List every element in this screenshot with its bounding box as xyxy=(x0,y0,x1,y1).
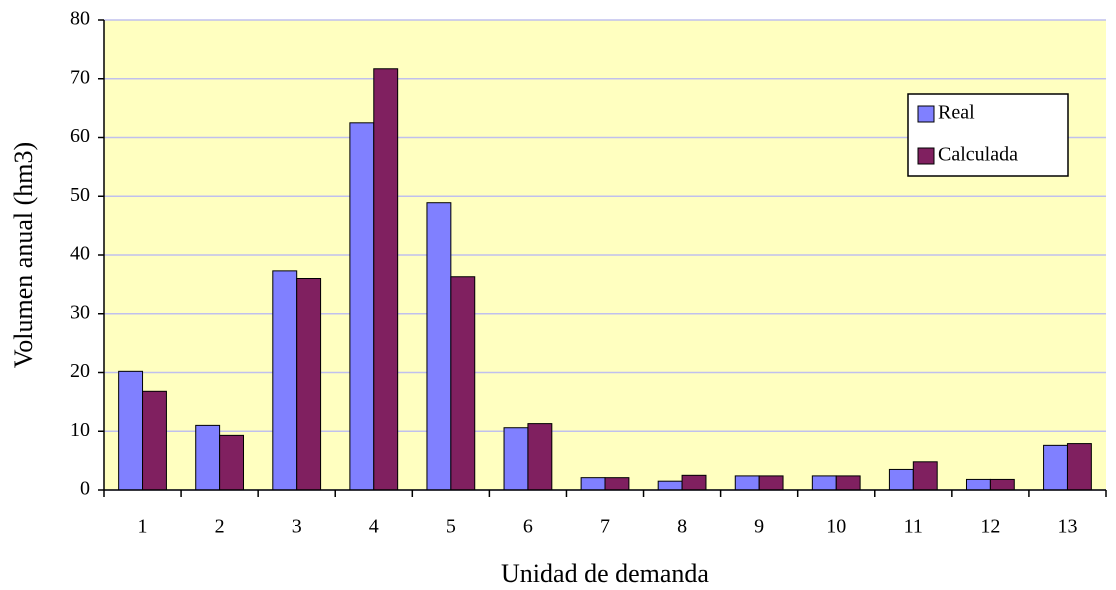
x-tick-label: 2 xyxy=(215,516,225,538)
bar xyxy=(888,468,914,491)
y-tick-label: 50 xyxy=(70,184,90,206)
bar xyxy=(195,424,221,491)
bar xyxy=(835,475,861,491)
bar xyxy=(965,478,991,491)
x-tick-label: 12 xyxy=(980,516,1000,538)
legend-label: Real xyxy=(938,102,975,124)
bar xyxy=(503,427,529,491)
bar xyxy=(758,475,784,491)
x-tick-label: 8 xyxy=(677,516,687,538)
bar xyxy=(527,423,553,491)
bar xyxy=(349,122,375,491)
bar xyxy=(1043,444,1068,491)
x-tick-label: 10 xyxy=(826,516,846,538)
y-axis-title: Volumen anual (hm3) xyxy=(9,142,38,368)
bar xyxy=(1066,443,1092,491)
legend-swatch xyxy=(917,105,935,123)
x-tick-label: 3 xyxy=(292,516,302,538)
x-tick-label: 6 xyxy=(523,516,533,538)
bar xyxy=(296,278,322,491)
bar xyxy=(811,475,837,491)
x-tick-label: 1 xyxy=(138,516,148,538)
legend-label: Calculada xyxy=(938,144,1018,166)
y-tick-label: 10 xyxy=(70,419,90,441)
y-tick-label: 70 xyxy=(70,66,90,88)
bar xyxy=(426,202,452,491)
bar xyxy=(219,434,245,491)
y-tick-label: 40 xyxy=(70,243,90,265)
legend-box xyxy=(907,93,1069,177)
legend-swatch xyxy=(917,147,935,165)
bar xyxy=(912,461,938,491)
x-tick-label: 13 xyxy=(1057,516,1077,538)
y-tick-label: 60 xyxy=(70,125,90,147)
y-tick-label: 0 xyxy=(80,478,90,500)
bar xyxy=(450,276,476,491)
x-tick-label: 7 xyxy=(600,516,610,538)
x-tick-label: 11 xyxy=(904,516,923,538)
x-tick-label: 9 xyxy=(754,516,764,538)
x-axis-title: Unidad de demanda xyxy=(501,559,709,588)
bar xyxy=(580,477,606,491)
bar xyxy=(734,475,760,491)
bar xyxy=(657,480,683,491)
x-tick-label: 4 xyxy=(369,516,379,538)
bar xyxy=(118,370,144,491)
bar xyxy=(989,478,1015,491)
bar xyxy=(142,390,167,491)
bar xyxy=(373,68,399,491)
y-tick-label: 30 xyxy=(70,301,90,323)
y-tick-label: 20 xyxy=(70,360,90,382)
bar xyxy=(272,270,298,491)
bar xyxy=(604,477,630,491)
y-tick-label: 80 xyxy=(70,8,90,30)
bar xyxy=(681,474,707,491)
x-tick-label: 5 xyxy=(446,516,456,538)
